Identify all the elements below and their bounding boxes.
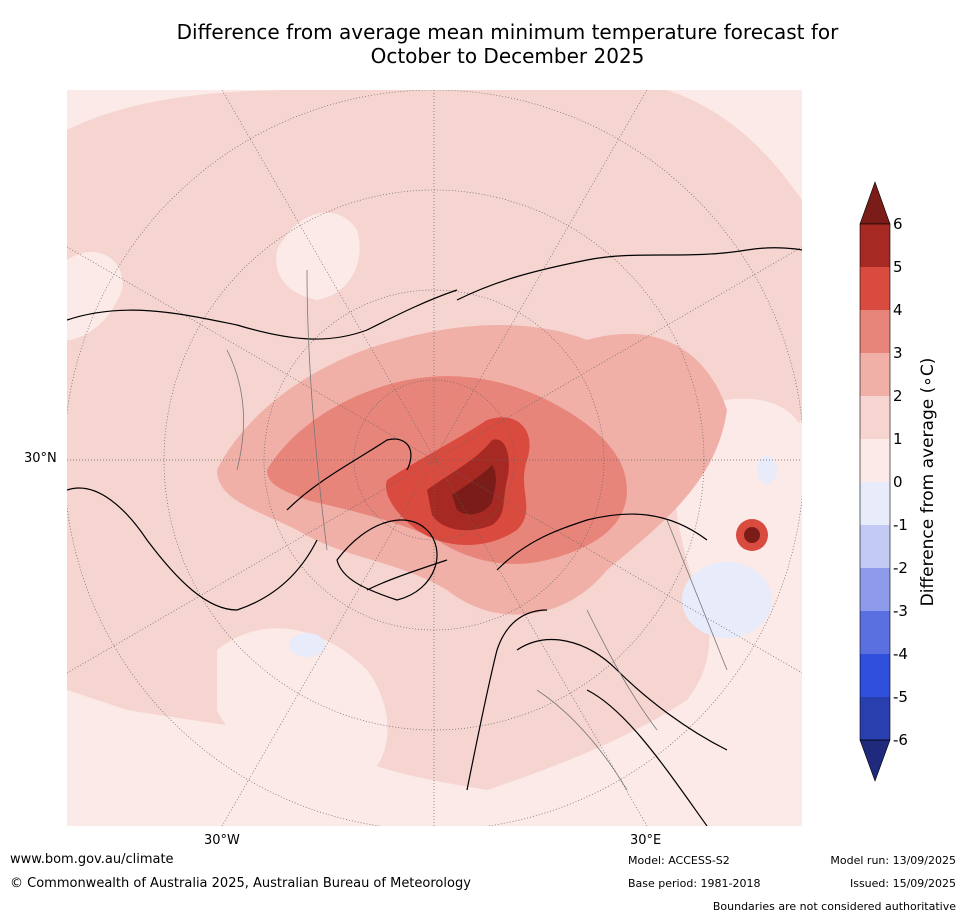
colorbar-band-3-4 (860, 310, 890, 353)
colorbar-band-neg2-neg1 (860, 525, 890, 568)
footer-model: Model: ACCESS-S2 (628, 854, 730, 867)
colorbar-band-neg5-neg4 (860, 654, 890, 697)
footer-issued: Issued: 15/09/2025 (850, 877, 956, 890)
colorbar-tick-neg3: -3 (893, 603, 908, 619)
colorbar-band-2-3 (860, 353, 890, 396)
colorbar-band-1-2 (860, 396, 890, 439)
colorbar-band-neg4-neg3 (860, 611, 890, 654)
colorbar (0, 0, 965, 919)
colorbar-tick-neg4: -4 (893, 646, 908, 662)
colorbar-tick-neg5: -5 (893, 689, 908, 705)
footer-model-run: Model run: 13/09/2025 (830, 854, 956, 867)
colorbar-band-neg1-0 (860, 482, 890, 525)
colorbar-band-0-1 (860, 439, 890, 482)
colorbar-band-neg6-neg5 (860, 697, 890, 740)
footer-url[interactable]: www.bom.gov.au/climate (10, 852, 174, 867)
colorbar-arrow-bottom (860, 740, 890, 781)
colorbar-arrow-top (860, 182, 890, 224)
colorbar-tick-0: 0 (893, 474, 903, 490)
colorbar-tick-2: 2 (893, 388, 903, 404)
colorbar-tick-4: 4 (893, 302, 903, 318)
footer-disclaimer: Boundaries are not considered authoritat… (713, 900, 956, 913)
colorbar-tick-3: 3 (893, 345, 903, 361)
colorbar-tick-neg6: -6 (893, 732, 908, 748)
colorbar-band-5-6 (860, 224, 890, 267)
colorbar-tick-1: 1 (893, 431, 903, 447)
colorbar-band-neg3-neg2 (860, 568, 890, 611)
colorbar-band-4-5 (860, 267, 890, 310)
colorbar-tick-5: 5 (893, 259, 903, 275)
colorbar-label: Difference from average (∘C) (918, 358, 938, 607)
colorbar-tick-neg1: -1 (893, 517, 908, 533)
footer-base-period: Base period: 1981-2018 (628, 877, 760, 890)
footer-copyright: © Commonwealth of Australia 2025, Austra… (10, 876, 471, 891)
colorbar-tick-neg2: -2 (893, 560, 908, 576)
colorbar-tick-6: 6 (893, 216, 903, 232)
